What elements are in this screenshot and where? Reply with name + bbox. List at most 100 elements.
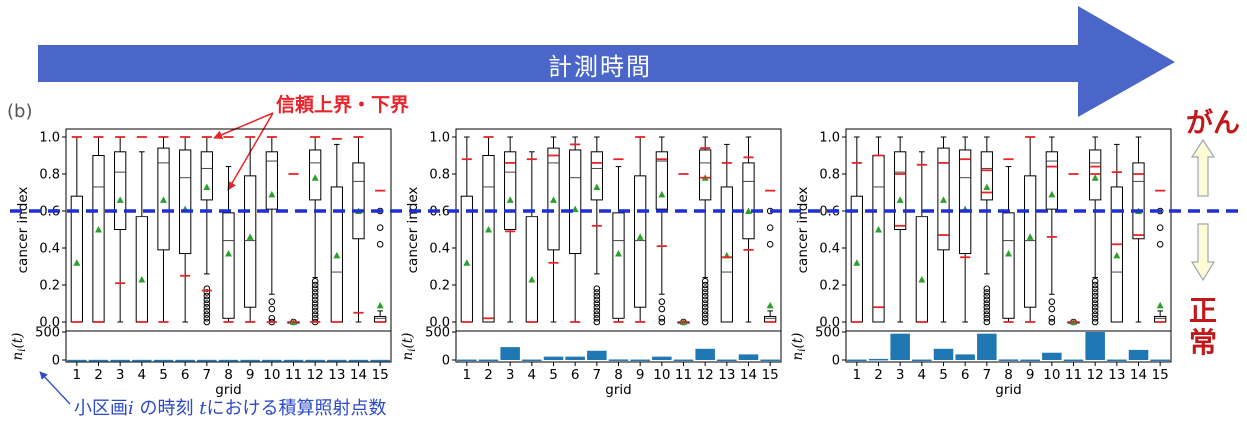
mean-marker	[896, 196, 904, 203]
outlier-point	[203, 289, 211, 296]
mean-marker	[160, 196, 167, 203]
counts-y-axis-label-sub: i	[407, 349, 418, 352]
x-tick-label: 10	[263, 367, 280, 383]
outlier-point	[311, 300, 319, 307]
mean-marker	[1091, 174, 1099, 181]
mean-marker	[485, 226, 492, 233]
y-tick-label: 0.0	[429, 316, 450, 331]
counts-callout-text: 小区画i の時刻 tにおける積算照射点数	[74, 394, 386, 420]
outlier-point	[593, 307, 601, 315]
count-bar	[218, 359, 239, 362]
y-tick-label: 0.8	[429, 168, 450, 183]
box-2	[872, 136, 885, 323]
counts-y-tick-label: 500	[35, 326, 60, 341]
count-bar	[1085, 332, 1105, 360]
box-iqr	[179, 149, 192, 255]
outlier-point	[701, 307, 709, 315]
down-arrow-icon	[1190, 223, 1216, 282]
box-3	[114, 136, 127, 323]
box-13	[330, 137, 343, 323]
counts-y-axis-label-rest: (t)	[10, 333, 26, 349]
box-iqr	[265, 151, 278, 210]
outlier-point	[1091, 303, 1099, 311]
x-tick-label: 14	[350, 367, 367, 383]
x-tick-label: 15	[762, 367, 779, 383]
x-tick-label: 2	[874, 367, 883, 383]
box-iqr	[1132, 162, 1145, 240]
x-tick-label: 12	[1087, 367, 1104, 383]
outlier-point	[701, 315, 709, 322]
x-tick-label: 13	[1108, 367, 1125, 383]
x-tick-label: 2	[484, 367, 493, 383]
outlier-point	[1048, 318, 1056, 326]
count-bar	[283, 359, 304, 362]
outlier-point	[203, 311, 211, 318]
outlier-point	[701, 300, 709, 307]
outlier-point	[1091, 285, 1099, 293]
outlier-point	[203, 292, 211, 300]
outlier-point	[593, 303, 601, 311]
mean-marker	[853, 259, 861, 266]
box-iqr	[569, 149, 582, 255]
box-9	[1024, 136, 1037, 323]
x-tick-label: 1	[463, 367, 472, 383]
count-bar	[348, 359, 369, 362]
counts-callout-arrow	[39, 371, 71, 405]
count-bar	[998, 359, 1019, 361]
x-tick-label: 14	[740, 367, 757, 383]
x-tick-label: 1	[73, 367, 82, 383]
box-iqr	[70, 195, 83, 323]
box-13	[720, 143, 733, 323]
mean-marker	[203, 183, 211, 190]
count-bar	[175, 359, 195, 362]
counts-y-axis-label: ni(t)	[400, 333, 418, 361]
outlier-point	[1091, 307, 1099, 315]
outlier-point	[658, 305, 666, 313]
mean-marker	[1048, 190, 1056, 198]
box-iqr	[504, 151, 517, 230]
box-7	[590, 136, 603, 326]
box-iqr	[959, 149, 972, 255]
outlier-point	[593, 285, 601, 293]
count-bar	[847, 359, 867, 362]
box-9	[244, 136, 257, 323]
box-iqr	[1045, 151, 1058, 210]
counts-callout-var-t: t	[199, 398, 207, 419]
x-tick-label: 1	[853, 367, 862, 383]
outlier-point	[701, 289, 709, 296]
bounds-callout-text: 信頼上界・下界	[276, 93, 409, 116]
outlier-point	[311, 292, 319, 300]
outlier-point	[203, 285, 211, 293]
x-tick-label: 14	[1130, 367, 1147, 383]
count-bar	[717, 359, 737, 362]
box-6	[959, 136, 972, 323]
y-tick-label: 0.2	[429, 279, 450, 294]
y-tick-label: 1.0	[819, 131, 840, 146]
outlier-point	[1091, 311, 1099, 318]
outlier-point	[1091, 278, 1099, 285]
y-tick-label: 0.2	[39, 279, 60, 294]
count-bar	[197, 359, 217, 362]
x-tick-label: 9	[636, 367, 645, 383]
x-tick-label: 15	[372, 367, 389, 383]
count-bar	[110, 359, 130, 362]
outlier-point	[983, 300, 991, 307]
outlier-point	[701, 311, 709, 318]
outlier-point	[593, 296, 601, 304]
counts-y-axis-label-base: n	[790, 352, 806, 361]
count-bar	[153, 359, 174, 362]
count-bar	[67, 359, 87, 362]
box-6	[569, 136, 582, 323]
count-bar	[695, 348, 715, 360]
box-5	[547, 136, 560, 323]
mean-marker	[246, 233, 254, 240]
box-12	[1089, 136, 1102, 326]
counts-callout-var-i: i	[128, 398, 134, 419]
count-bar	[933, 348, 954, 360]
count-bar	[1063, 359, 1084, 362]
time-arrow-banner	[38, 6, 1175, 117]
box-8	[1002, 158, 1015, 323]
box-10	[655, 136, 668, 326]
mean-marker	[983, 183, 991, 190]
outlier-point	[766, 224, 774, 231]
